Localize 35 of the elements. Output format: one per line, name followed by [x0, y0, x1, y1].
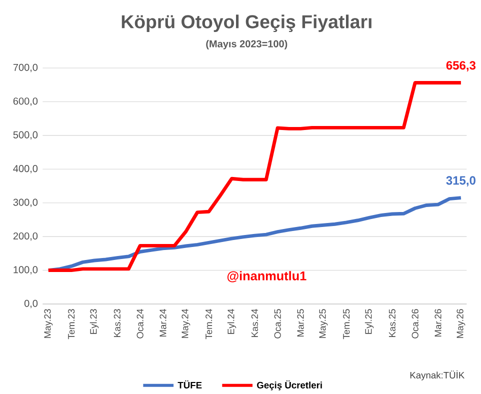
x-tick-label: Eyl.23 [90, 309, 99, 334]
annotation: @inanmutlu1 [227, 271, 306, 282]
x-tick-label: Tem.23 [68, 309, 75, 340]
y-tick-label: 500,0 [13, 131, 38, 140]
x-tick-label: May.24 [182, 308, 190, 338]
x-tick-label: Kas.25 [388, 309, 396, 337]
x-tick-label: Mar.24 [160, 308, 166, 336]
y-tick-label: 300,0 [13, 198, 38, 207]
y-tick-label: 400,0 [13, 165, 38, 174]
chart-subtitle: (Mayıs 2023=100) [206, 40, 288, 50]
x-tick-label: Oca.24 [136, 308, 144, 338]
text: Kaynak:TÜİK [410, 370, 465, 380]
x-tick-label: May.25 [319, 309, 328, 338]
x-tick-label: Mar.26 [434, 309, 442, 336]
x-tick-label: Tem.24 [206, 308, 212, 340]
chart-title: Köprü Otoyol Geçiş Fiyatları [122, 14, 372, 32]
x-tick-label: Kas.24 [251, 308, 258, 337]
y-tick-label: 600,0 [13, 98, 38, 106]
x-tick-label: Kas.23 [114, 309, 120, 337]
x-tick-label: Eyl.24 [227, 308, 236, 334]
x-tick-label: Eyl.25 [364, 309, 374, 334]
data-label: 315,0 [446, 176, 476, 186]
x-tick-label: May.23 [44, 309, 53, 338]
legend-label: TÜFE [178, 380, 202, 388]
x-tick-label: Oca.25 [274, 309, 281, 338]
x-tick-label: Tem.25 [343, 309, 350, 340]
x-tick-label: May.26 [456, 309, 466, 338]
legend-label: Geçiş Ücretleri [257, 380, 322, 390]
y-tick-label: 700,0 [13, 64, 38, 72]
x-tick-label: Mar.25 [297, 309, 304, 336]
y-tick-label: 0,0 [24, 300, 38, 308]
y-tick-label: 100,0 [14, 266, 38, 274]
y-tick-label: 200,0 [13, 232, 38, 241]
x-tick-label: Oca.26 [412, 309, 418, 338]
data-label: 656,3 [446, 61, 476, 72]
